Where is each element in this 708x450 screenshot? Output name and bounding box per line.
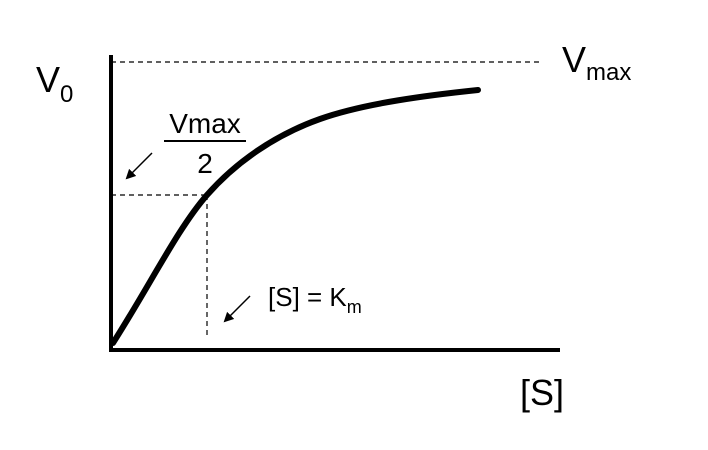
arrow <box>125 152 153 180</box>
label-main: [S] = K <box>268 282 347 312</box>
label-main: V <box>562 39 586 80</box>
y-axis-label: V0 <box>36 59 73 108</box>
km-label: [S] = Km <box>268 282 362 317</box>
saturation-curve <box>110 87 481 346</box>
label-sub: max <box>586 59 631 86</box>
vmax-label: Vmax <box>562 39 631 86</box>
label-sub: m <box>347 297 362 317</box>
x-axis-label: [S] <box>520 372 564 413</box>
label-main: V <box>36 59 60 100</box>
fraction-numerator: Vmax <box>169 108 241 139</box>
fraction-denominator: 2 <box>197 148 213 179</box>
arrow <box>223 295 251 323</box>
label-sub: 0 <box>60 81 73 108</box>
